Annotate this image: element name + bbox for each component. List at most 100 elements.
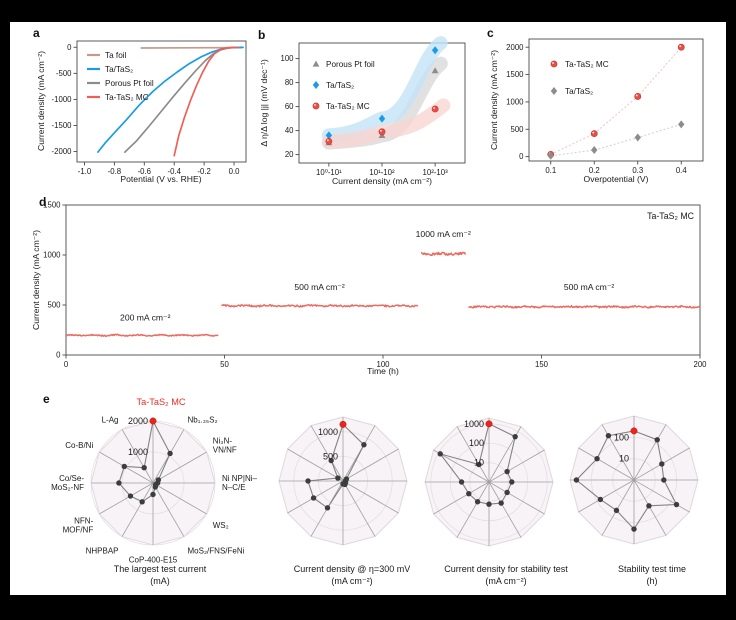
svg-text:MoS₂/FNS/FeNi: MoS₂/FNS/FeNi [188, 546, 245, 555]
svg-text:500 mA cm⁻²: 500 mA cm⁻² [564, 282, 615, 292]
svg-text:Ta-TaS₂ MC: Ta-TaS₂ MC [326, 102, 370, 111]
svg-text:50: 50 [220, 360, 229, 369]
svg-text:Porous Pt foil: Porous Pt foil [326, 60, 375, 69]
svg-text:Co-B/Ni: Co-B/Ni [65, 441, 93, 450]
svg-text:-0.6: -0.6 [138, 167, 151, 176]
svg-text:100: 100 [376, 360, 390, 369]
svg-text:Current density (mA cm⁻²): Current density (mA cm⁻²) [36, 51, 46, 151]
svg-text:2000: 2000 [128, 416, 148, 426]
svg-text:150: 150 [535, 360, 549, 369]
radar-caption-stability-current: Current density for stability test (mA c… [406, 563, 606, 587]
svg-text:10⁰-10¹: 10⁰-10¹ [316, 168, 342, 177]
figure-sheet: a b c d e -1.0 -0.8 -0.6 -0.4 -0.2 0.0 0 -500 -1… [10, 22, 726, 595]
svg-text:1000 mA cm⁻²: 1000 mA cm⁻² [416, 229, 471, 239]
svg-text:Ni NP|Ni–: Ni NP|Ni– [222, 474, 258, 483]
svg-text:10¹-10²: 10¹-10² [369, 168, 395, 177]
overpotential-current-chart: 0.1 0.2 0.3 0.4 0 500 1000 1500 2000 Overpotentia… [489, 38, 704, 184]
caption-line-1: Current density for stability test [444, 564, 568, 574]
svg-text:-0.2: -0.2 [197, 167, 210, 176]
svg-text:Co/Se-: Co/Se- [59, 474, 84, 483]
panel-label-c: c [487, 26, 494, 40]
svg-text:200 mA cm⁻²: 200 mA cm⁻² [120, 313, 171, 323]
svg-text:500: 500 [47, 301, 61, 310]
svg-text:100: 100 [280, 54, 294, 63]
svg-text:CoP-400-E15: CoP-400-E15 [129, 556, 178, 565]
svg-text:0.3: 0.3 [632, 166, 643, 175]
svg-text:NHPBAP: NHPBAP [86, 546, 119, 555]
chronopotentiometry-stability-chart: 0 50 100 150 200 0 500 1000 1500 Time (h) Current … [31, 201, 707, 376]
svg-text:Current density (mA cm⁻²): Current density (mA cm⁻²) [489, 50, 499, 150]
svg-text:N–C/E: N–C/E [222, 483, 246, 492]
svg-text:MOF/NF: MOF/NF [63, 526, 94, 535]
svg-text:NFN-: NFN- [74, 517, 93, 526]
caption-line-2: (mA cm⁻²) [331, 576, 373, 586]
svg-text:Porous Pt foil: Porous Pt foil [105, 79, 154, 88]
radar-stability-test-time: 10 100 [569, 415, 699, 545]
svg-text:10: 10 [474, 458, 484, 468]
panel-label-d: d [39, 195, 47, 209]
caption-line-2: (h) [646, 576, 658, 586]
svg-text:20: 20 [285, 150, 294, 159]
svg-text:1000: 1000 [506, 98, 524, 107]
svg-text:100: 100 [614, 432, 629, 442]
svg-text:Ta/TaS₂: Ta/TaS₂ [105, 65, 133, 74]
svg-text:40: 40 [285, 126, 294, 135]
svg-text:Current density (mA cm⁻²): Current density (mA cm⁻²) [31, 230, 41, 330]
radar-caption-largest-current: The largest test current (mA) [40, 563, 280, 587]
svg-text:500: 500 [323, 451, 338, 461]
svg-text:-1.0: -1.0 [78, 167, 92, 176]
svg-text:Ta/TaS₂: Ta/TaS₂ [326, 81, 354, 90]
svg-text:Ta-TaS₂ MC: Ta-TaS₂ MC [565, 60, 609, 69]
svg-text:-1500: -1500 [52, 121, 73, 130]
caption-line-1: Current density @ η=300 mV [293, 564, 411, 574]
svg-text:0: 0 [519, 152, 524, 161]
svg-text:500 mA cm⁻²: 500 mA cm⁻² [294, 282, 345, 292]
svg-text:0: 0 [67, 43, 72, 52]
radar-caption-current-at-300mv: Current density @ η=300 mV (mA cm⁻²) [252, 563, 452, 587]
svg-text:-500: -500 [56, 69, 72, 78]
svg-text:80: 80 [285, 78, 294, 87]
radar-caption-stability-time: Stability test time (h) [582, 563, 722, 587]
svg-text:0.2: 0.2 [589, 166, 600, 175]
svg-text:60: 60 [285, 102, 294, 111]
svg-text:100: 100 [469, 438, 484, 448]
svg-text:Ta-TaS₂ MC: Ta-TaS₂ MC [105, 93, 149, 102]
svg-text:0: 0 [56, 351, 61, 360]
panel-label-b: b [258, 28, 266, 42]
svg-text:1000: 1000 [318, 427, 338, 437]
svg-text:1500: 1500 [506, 70, 524, 79]
svg-text:MoS₂-NF: MoS₂-NF [51, 483, 84, 492]
svg-text:WS₂: WS₂ [213, 521, 229, 530]
svg-text:10²-10³: 10²-10³ [423, 168, 449, 177]
svg-text:Ta foil: Ta foil [105, 51, 127, 60]
svg-text:Overpotential (V): Overpotential (V) [584, 174, 649, 184]
svg-text:10: 10 [619, 454, 629, 464]
svg-text:0.1: 0.1 [545, 166, 556, 175]
svg-text:-1000: -1000 [52, 95, 73, 104]
caption-line-2: (mA cm⁻²) [485, 576, 527, 586]
svg-text:Ta/TaS₂: Ta/TaS₂ [565, 87, 593, 96]
radar-stability-current-density: 10 100 1000 [424, 417, 554, 547]
svg-text:0: 0 [64, 360, 69, 369]
svg-text:-0.8: -0.8 [108, 167, 121, 176]
caption-line-1: Stability test time [617, 564, 687, 574]
svg-text:Ta-TaS₂ MC: Ta-TaS₂ MC [137, 397, 186, 407]
svg-text:1500: 1500 [43, 201, 61, 210]
svg-text:Ta-TaS₂ MC: Ta-TaS₂ MC [647, 211, 695, 221]
panel-label-a: a [33, 26, 40, 40]
svg-text:VN/NF: VN/NF [213, 446, 237, 455]
svg-text:200: 200 [693, 360, 707, 369]
svg-text:Current density (mA cm⁻²): Current density (mA cm⁻²) [332, 176, 432, 186]
caption-line-1: The largest test current [113, 564, 207, 574]
svg-text:Nb₁.₃₅S₂: Nb₁.₃₅S₂ [188, 416, 218, 425]
svg-text:-2000: -2000 [52, 147, 73, 156]
svg-text:500: 500 [510, 125, 524, 134]
lsv-polarization-chart: -1.0 -0.8 -0.6 -0.4 -0.2 0.0 0 -500 -1000 -1500 -2… [36, 40, 247, 184]
panel-label-e: e [43, 392, 50, 406]
svg-text:Potential (V vs. RHE): Potential (V vs. RHE) [120, 174, 201, 184]
svg-text:1000: 1000 [43, 251, 61, 260]
svg-text:Time (h): Time (h) [367, 366, 399, 376]
tafel-slope-chart: 20 40 60 80 100 10⁰-10¹ 10¹-10² 10²-10³Current … [259, 36, 466, 186]
